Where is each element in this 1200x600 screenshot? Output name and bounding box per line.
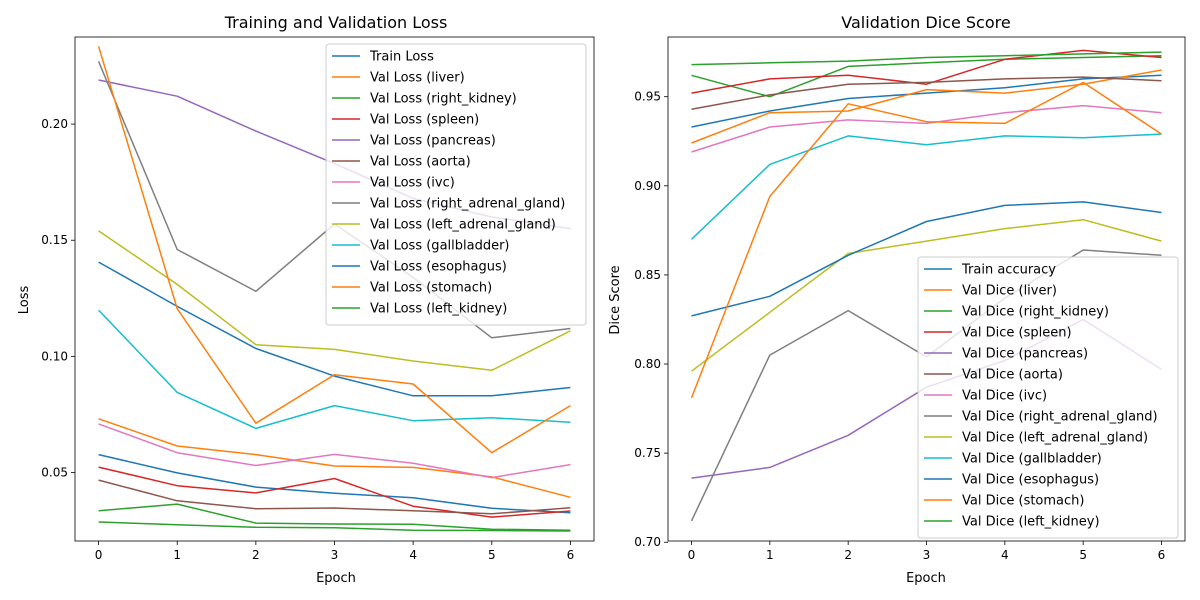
legend-label: Val Loss (liver) — [370, 71, 465, 86]
legend-label: Val Dice (ivc) — [962, 389, 1047, 404]
legend-label: Val Dice (aorta) — [962, 368, 1063, 383]
legend: Train Loss Val Loss (liver) Val Loss (righ… — [325, 43, 587, 326]
legend-label: Val Dice (spleen) — [962, 326, 1072, 341]
y-tick-label: 0.80 — [634, 357, 661, 371]
legend-label: Train accuracy — [961, 263, 1056, 278]
series-line — [98, 423, 571, 479]
legend-label: Val Loss (spleen) — [370, 113, 479, 128]
y-axis-label: Loss — [17, 286, 32, 315]
y-tick-label: 0.90 — [634, 179, 661, 193]
legend-label: Val Loss (left_kidney) — [370, 302, 507, 317]
chart-title: Validation Dice Score — [841, 13, 1010, 32]
x-tick-label: 2 — [844, 548, 852, 562]
legend-label: Val Loss (right_kidney) — [370, 92, 517, 107]
x-tick-label: 5 — [1079, 548, 1087, 562]
series-line — [98, 503, 571, 532]
legend-label: Val Dice (right_kidney) — [962, 305, 1109, 320]
legend-label: Val Loss (esophagus) — [370, 260, 507, 275]
legend-label: Val Loss (left_adrenal_gland) — [370, 218, 556, 233]
series-line — [98, 521, 571, 532]
y-axis-label: Dice Score — [608, 265, 623, 334]
series-line — [691, 51, 1162, 66]
series-line — [691, 218, 1162, 372]
legend-box — [325, 43, 587, 326]
y-tick-label: 0.10 — [41, 349, 68, 363]
series-line — [690, 81, 1162, 399]
x-tick-label: 0 — [95, 548, 103, 562]
legend-label: Val Loss (right_adrenal_gland) — [370, 197, 565, 212]
legend-label: Val Dice (esophagus) — [962, 473, 1099, 488]
x-tick-label: 6 — [1158, 548, 1166, 562]
legend-label: Val Loss (pancreas) — [370, 134, 496, 149]
legend-label: Val Dice (stomach) — [962, 494, 1084, 509]
series-line — [691, 76, 1162, 110]
legend-box — [917, 256, 1179, 539]
y-tick-label: 0.15 — [41, 233, 68, 247]
y-tick-label: 0.70 — [634, 535, 661, 549]
x-tick-label: 3 — [331, 548, 339, 562]
series-line — [691, 74, 1162, 128]
series-line — [97, 46, 571, 454]
x-tick-label: 4 — [409, 548, 417, 562]
y-tick-label: 0.20 — [41, 117, 68, 131]
x-tick-label: 5 — [488, 548, 496, 562]
series-line — [691, 54, 1162, 98]
series-line — [98, 453, 571, 514]
series-line — [98, 309, 571, 430]
x-tick-label: 1 — [173, 548, 181, 562]
legend-label: Train Loss — [369, 50, 434, 65]
x-tick-label: 0 — [688, 548, 696, 562]
series-line — [98, 418, 571, 499]
x-tick-label: 2 — [252, 548, 260, 562]
series-line — [691, 104, 1162, 153]
legend-label: Val Loss (aorta) — [370, 155, 471, 170]
series-line — [691, 69, 1162, 144]
series-line — [691, 49, 1162, 94]
loss-chart-panel: Training and Validation Loss Epoch Loss … — [17, 13, 595, 586]
x-axis-label: Epoch — [316, 571, 356, 586]
series-line — [98, 230, 571, 372]
series-line — [98, 479, 571, 515]
chart-title: Training and Validation Loss — [224, 13, 448, 32]
legend-label: Val Dice (right_adrenal_gland) — [962, 410, 1158, 425]
y-tick-label: 0.05 — [41, 465, 68, 479]
legend-label: Val Loss (ivc) — [370, 176, 455, 191]
legend-label: Val Dice (left_adrenal_gland) — [962, 431, 1148, 446]
legend-label: Val Dice (liver) — [962, 284, 1057, 299]
y-tick-label: 0.95 — [634, 90, 661, 104]
y-tick-label: 0.75 — [634, 446, 661, 460]
legend-label: Val Loss (gallbladder) — [370, 239, 510, 254]
y-tick-label: 0.85 — [634, 268, 661, 282]
legend-label: Val Loss (stomach) — [370, 281, 492, 296]
legend: Train accuracy Val Dice (liver) Val Dice (… — [917, 256, 1179, 539]
x-tick-label: 1 — [766, 548, 774, 562]
dice-chart-panel: Validation Dice Score Epoch Dice Score 0… — [608, 13, 1186, 586]
series-line — [98, 466, 571, 518]
series-line — [691, 201, 1162, 317]
series-line — [690, 133, 1162, 240]
x-tick-label: 6 — [567, 548, 575, 562]
x-axis-label: Epoch — [906, 571, 946, 586]
legend-label: Val Dice (gallbladder) — [962, 452, 1102, 467]
legend-label: Val Dice (left_kidney) — [962, 515, 1100, 530]
x-tick-label: 3 — [923, 548, 931, 562]
x-tick-label: 4 — [1001, 548, 1009, 562]
legend-label: Val Dice (pancreas) — [962, 347, 1088, 362]
